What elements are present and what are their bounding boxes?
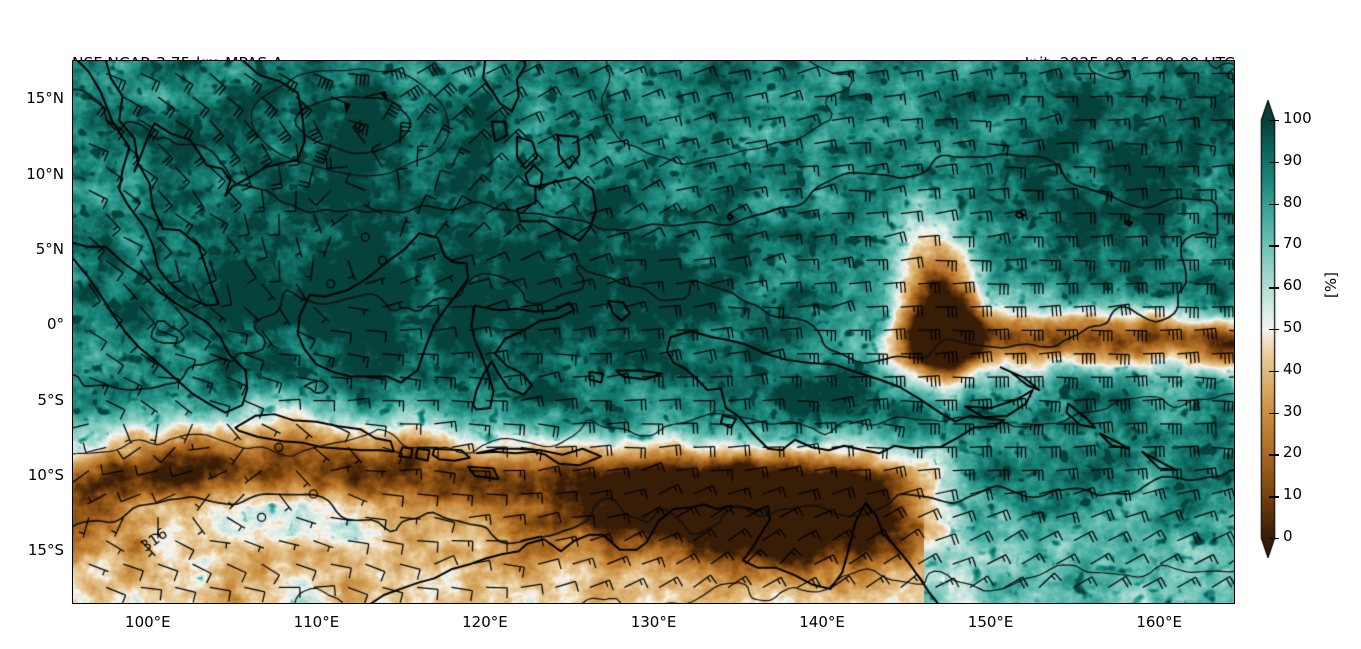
- colorbar-tick-mark: [1269, 538, 1279, 540]
- colorbar-tick-label: 30: [1283, 401, 1303, 420]
- colorbar-tick-label: 90: [1283, 150, 1303, 169]
- colorbar-tick-mark: [1269, 329, 1279, 331]
- latitude-tick-label: 10°S: [27, 465, 64, 484]
- longitude-tick-label: 120°E: [462, 613, 508, 631]
- colorbar-tick-mark: [1269, 496, 1279, 498]
- latitude-tick-label: 0°: [46, 315, 64, 334]
- latitude-tick-label: 5°N: [35, 239, 64, 258]
- longitude-tick-label: 130°E: [630, 613, 677, 631]
- humidity-map-canvas[interactable]: [72, 60, 1235, 604]
- colorbar-tick-mark: [1269, 203, 1279, 205]
- colorbar-units-label: [%]: [1322, 272, 1340, 298]
- colorbar-tick-label: 70: [1283, 234, 1303, 253]
- colorbar-tick-label: 20: [1283, 443, 1303, 462]
- colorbar-tick-label: 80: [1283, 192, 1303, 211]
- map-plot-area[interactable]: [72, 60, 1235, 604]
- colorbar-tick-mark: [1269, 287, 1279, 289]
- colorbar-tick-label: 50: [1283, 318, 1303, 336]
- colorbar-tick-label: 10: [1283, 485, 1303, 504]
- colorbar-tick-mark: [1269, 454, 1279, 456]
- colorbar-tick-mark: [1269, 120, 1279, 122]
- longitude-tick-label: 160°E: [1136, 613, 1182, 631]
- colorbar-tick-label: 60: [1283, 276, 1303, 295]
- colorbar-tick-label: 40: [1283, 359, 1303, 378]
- longitude-tick-label: 100°E: [125, 613, 171, 631]
- longitude-tick-label: 110°E: [293, 613, 340, 631]
- latitude-tick-label: 10°N: [26, 164, 64, 183]
- colorbar-tick-mark: [1269, 412, 1279, 414]
- longitude-tick-label: 140°E: [799, 613, 845, 631]
- colorbar-tick-mark: [1269, 161, 1279, 164]
- latitude-tick-label: 5°S: [37, 390, 64, 409]
- latitude-tick-label: 15°N: [26, 89, 64, 108]
- colorbar-tick-mark: [1269, 370, 1279, 373]
- colorbar-tick-mark: [1269, 245, 1279, 247]
- colorbar-tick-label: 0: [1283, 527, 1293, 545]
- latitude-tick-label: 15°S: [27, 541, 64, 560]
- longitude-tick-label: 150°E: [967, 613, 1014, 631]
- colorbar-tick-label: 100: [1283, 109, 1312, 127]
